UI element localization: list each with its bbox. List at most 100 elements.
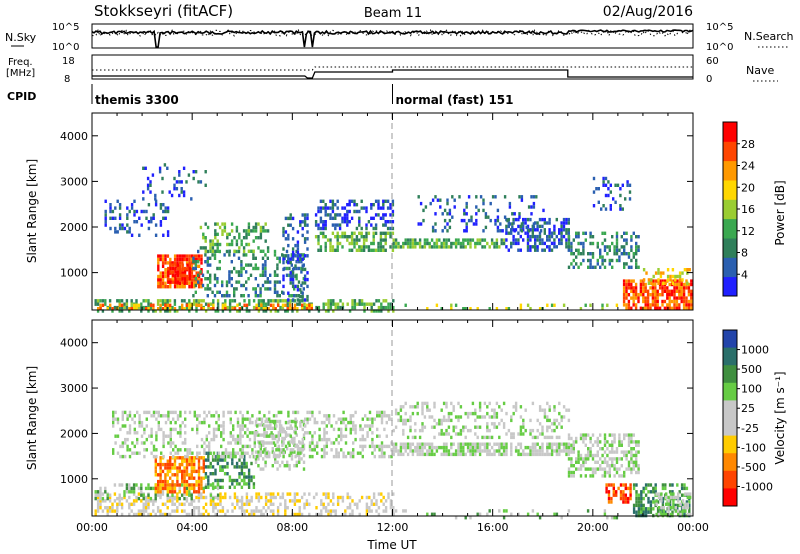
data-cell bbox=[234, 451, 237, 455]
data-cell bbox=[642, 296, 645, 300]
data-cell bbox=[512, 241, 515, 246]
data-cell bbox=[329, 499, 333, 503]
data-cell bbox=[615, 490, 618, 494]
data-cell bbox=[507, 307, 511, 311]
data-cell bbox=[548, 408, 551, 412]
data-cell bbox=[668, 490, 672, 494]
data-cell bbox=[329, 248, 332, 252]
data-cell bbox=[416, 442, 419, 446]
data-cell bbox=[322, 506, 325, 510]
data-cell bbox=[176, 483, 179, 487]
data-cell bbox=[192, 509, 196, 513]
data-cell bbox=[526, 231, 530, 235]
data-cell bbox=[370, 206, 373, 210]
data-cell bbox=[681, 509, 685, 513]
data-cell bbox=[226, 461, 229, 466]
data-cell bbox=[377, 241, 380, 246]
data-cell bbox=[233, 287, 236, 291]
data-cell bbox=[184, 441, 187, 445]
data-cell bbox=[195, 281, 198, 285]
data-cell bbox=[212, 307, 215, 311]
data-cell bbox=[493, 245, 496, 249]
data-cell bbox=[603, 457, 607, 461]
data-cell bbox=[625, 238, 628, 242]
data-cell bbox=[613, 464, 616, 468]
data-cell bbox=[164, 281, 167, 285]
data-cell bbox=[291, 284, 295, 289]
data-cell bbox=[303, 506, 306, 510]
data-cell bbox=[308, 448, 312, 452]
nsearch-tick-top: 10^5 bbox=[706, 22, 733, 33]
data-cell bbox=[270, 441, 273, 445]
data-cell bbox=[228, 302, 232, 306]
data-cell bbox=[176, 469, 179, 474]
data-cell bbox=[360, 206, 363, 210]
data-cell bbox=[466, 449, 470, 453]
data-cell bbox=[640, 510, 643, 514]
data-cell bbox=[237, 270, 241, 274]
data-cell bbox=[469, 452, 472, 457]
data-cell bbox=[340, 437, 343, 442]
data-cell bbox=[565, 217, 568, 222]
data-cell bbox=[250, 499, 253, 503]
data-cell bbox=[606, 447, 609, 451]
data-cell bbox=[164, 502, 167, 506]
data-cell bbox=[685, 303, 688, 307]
data-cell bbox=[314, 220, 318, 224]
data-cell bbox=[99, 493, 102, 497]
data-cell bbox=[143, 454, 146, 459]
data-cell bbox=[137, 512, 141, 517]
data-cell bbox=[470, 218, 473, 223]
data-cell bbox=[147, 499, 150, 503]
data-cell bbox=[445, 401, 448, 406]
data-cell bbox=[308, 454, 312, 459]
data-cell bbox=[324, 248, 327, 252]
data-cell bbox=[311, 454, 314, 459]
data-cell bbox=[178, 281, 182, 285]
data-cell bbox=[289, 274, 292, 278]
data-cell bbox=[423, 425, 427, 429]
data-cell bbox=[367, 245, 371, 249]
data-cell bbox=[264, 287, 267, 291]
data-cell bbox=[120, 309, 124, 313]
data-cell bbox=[406, 238, 410, 242]
data-cell bbox=[235, 482, 239, 486]
data-cell bbox=[216, 478, 220, 483]
data-cell bbox=[294, 431, 297, 435]
data-cell bbox=[183, 466, 186, 470]
data-cell bbox=[146, 183, 150, 187]
data-cell bbox=[183, 277, 187, 281]
data-cell bbox=[305, 303, 309, 307]
data-cell bbox=[101, 303, 105, 307]
data-cell bbox=[658, 282, 662, 287]
data-cell bbox=[360, 245, 363, 249]
data-cell bbox=[167, 417, 170, 421]
data-cell bbox=[223, 229, 227, 233]
data-cell bbox=[204, 246, 207, 250]
data-cell bbox=[652, 274, 655, 279]
data-cell bbox=[570, 252, 573, 256]
data-cell bbox=[282, 254, 285, 258]
data-cell bbox=[558, 411, 561, 416]
data-cell bbox=[197, 260, 200, 264]
data-cell bbox=[368, 495, 371, 500]
data-cell bbox=[498, 445, 501, 450]
data-cell bbox=[229, 451, 232, 455]
data-cell bbox=[445, 452, 448, 457]
data-cell bbox=[572, 252, 575, 256]
data-cell bbox=[517, 432, 520, 436]
data-cell bbox=[399, 442, 403, 446]
data-cell bbox=[387, 309, 390, 313]
data-cell bbox=[579, 307, 583, 311]
data-cell bbox=[584, 231, 587, 235]
data-cell bbox=[483, 415, 487, 419]
data-cell bbox=[178, 254, 182, 258]
data-cell bbox=[517, 224, 520, 229]
data-cell bbox=[343, 206, 347, 210]
colorbar-segment bbox=[723, 470, 737, 489]
data-cell bbox=[386, 220, 390, 224]
data-cell bbox=[287, 291, 290, 295]
data-cell bbox=[608, 245, 611, 249]
data-cell bbox=[426, 512, 429, 516]
data-cell bbox=[440, 408, 443, 412]
